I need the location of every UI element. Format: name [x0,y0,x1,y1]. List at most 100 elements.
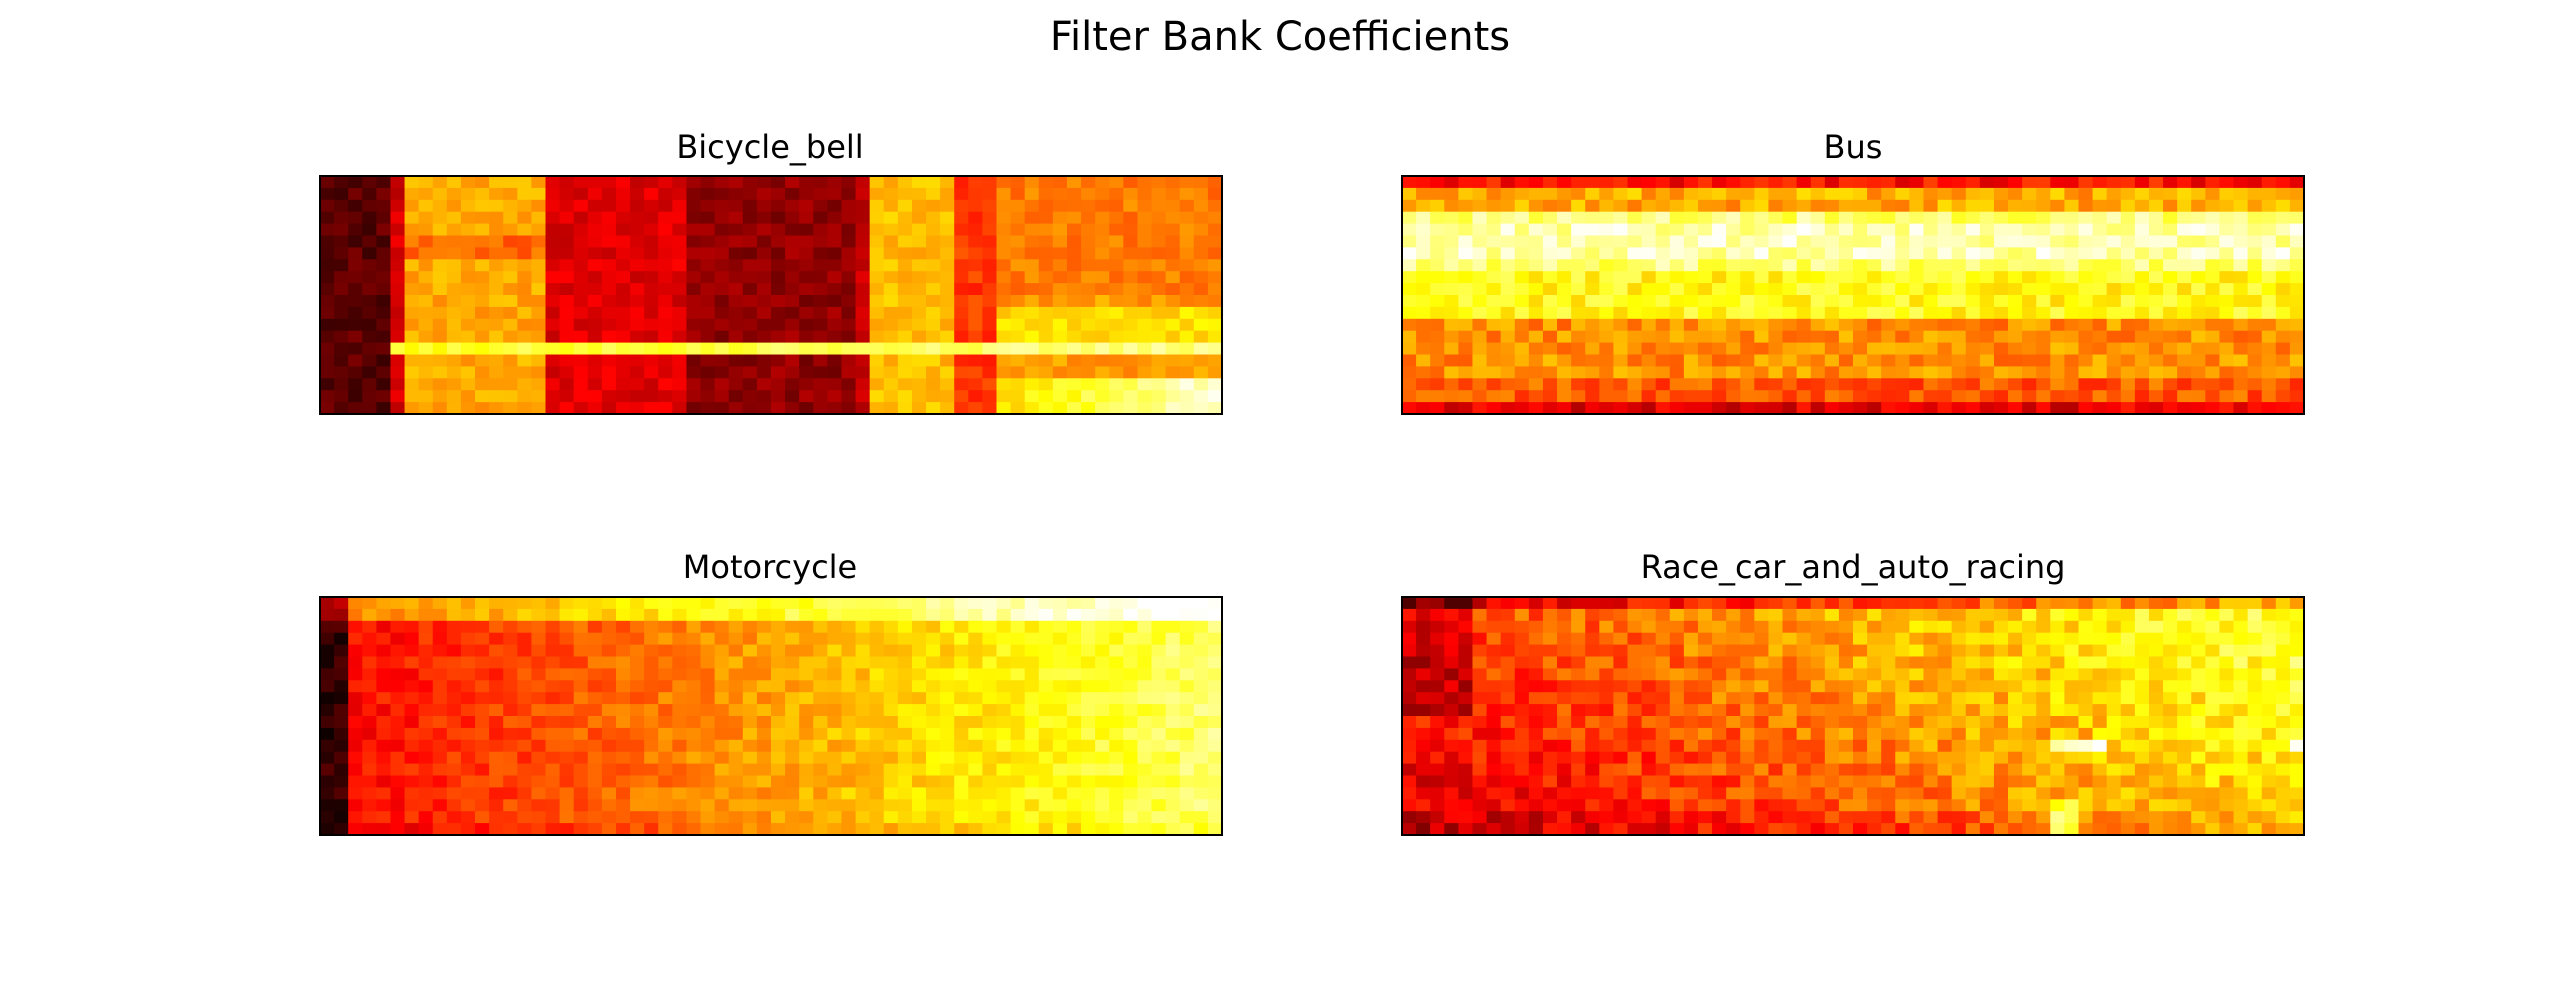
heatmap-cell [1824,247,1840,260]
heatmap-cell [1486,342,1502,356]
heatmap-cell [996,354,1012,367]
heatmap-cell [1655,692,1671,705]
heatmap-cell [658,330,673,344]
heatmap-cell [771,330,786,344]
heatmap-cell [1458,378,1474,391]
heatmap-cell [1081,187,1096,201]
heatmap-cell [390,620,406,634]
heatmap-cell [644,378,659,391]
heatmap-cell [827,811,843,824]
heatmap-cell [1979,644,1995,658]
heatmap-cell [672,342,688,356]
heatmap-cell [1500,692,1516,705]
heatmap-cell [1081,247,1096,260]
heatmap-cell [926,318,941,332]
heatmap-cell [1923,342,1939,356]
heatmap-cell [1655,354,1671,367]
heatmap-cell [2134,739,2150,753]
heatmap-cell [714,608,730,622]
heatmap-cell [996,199,1012,213]
heatmap-cell [799,259,814,272]
heatmap-cell [1909,704,1925,717]
heatmap-cell [1557,739,1572,753]
heatmap-cell [2233,354,2249,367]
heatmap-cell [1683,390,1699,403]
heatmap-cell [2219,199,2235,213]
heatmap-cell [348,787,363,800]
heatmap-cell [376,247,392,260]
heatmap-cell [489,632,504,646]
heatmap-cell [1853,211,1868,225]
heatmap-cell [841,620,857,634]
heatmap-cell [320,176,335,189]
heatmap-cell [1571,823,1586,836]
heatmap-cell [334,775,349,788]
heatmap-cell [1726,823,1741,836]
heatmap-cell [2191,704,2206,717]
heatmap-cell [2134,199,2150,213]
heatmap-cell [1165,775,1181,788]
heatmap-cell [658,283,673,296]
heatmap-cell [1824,199,1840,213]
heatmap-cell [1782,283,1798,296]
heatmap-cell [2106,727,2122,741]
heatmap-cell [418,597,434,610]
heatmap-cell [2191,354,2206,367]
heatmap-cell [672,271,688,284]
heatmap-cell [728,235,744,248]
heatmap-cell [1514,632,1530,646]
heatmap-cell [1430,259,1445,272]
heatmap-cell [2022,402,2037,415]
heatmap-cell [2148,704,2164,717]
heatmap-cell [827,680,843,693]
heatmap-cell [404,727,420,741]
heatmap-cell [968,342,983,356]
heatmap-cell [658,306,673,320]
heatmap-cell [2106,823,2122,836]
heatmap-cell [1937,295,1953,308]
heatmap-cell [2064,330,2080,344]
heatmap-cell [869,620,885,634]
heatmap-cell [446,211,462,225]
heatmap-cell [1712,727,1727,741]
heatmap-cell [1796,799,1812,812]
heatmap-cell [883,811,899,824]
heatmap-cell [1768,187,1784,201]
heatmap-cell [2148,775,2164,788]
heatmap-cell [2120,799,2136,812]
heatmap-cell [2205,235,2221,248]
heatmap-cell [1895,823,1910,836]
heatmap-cell [1726,259,1741,272]
heatmap-cell [1810,704,1826,717]
heatmap-cell [658,608,673,622]
heatmap-cell [1599,247,1614,260]
heatmap-cell [545,247,561,260]
heatmap-cell [559,366,575,379]
heatmap-cell [1726,306,1741,320]
heatmap-cell [2092,187,2108,201]
heatmap-cell [2177,176,2192,189]
heatmap-cell [1810,342,1826,356]
heatmap-cell [1179,632,1195,646]
heatmap-cell [742,342,758,356]
heatmap-cell [390,342,406,356]
heatmap-cell [1207,199,1223,213]
heatmap-cell [1754,199,1770,213]
heatmap-cell [1881,271,1896,284]
heatmap-cell [2078,223,2094,237]
heatmap-cell [855,632,871,646]
heatmap-cell [1923,823,1939,836]
heatmap-cell [418,620,434,634]
heatmap-cell [334,823,349,836]
heatmap-cell [954,187,969,201]
heatmap-cell [1179,668,1195,681]
heatmap-cell [1486,283,1502,296]
heatmap-cell [771,680,786,693]
heatmap-cell [1669,378,1685,391]
heatmap-cell [1951,390,1967,403]
heatmap-cell [1810,632,1826,646]
heatmap-cell [1627,644,1643,658]
heatmap-cell [1458,799,1474,812]
heatmap-cell [587,259,603,272]
heatmap-cell [1754,823,1770,836]
